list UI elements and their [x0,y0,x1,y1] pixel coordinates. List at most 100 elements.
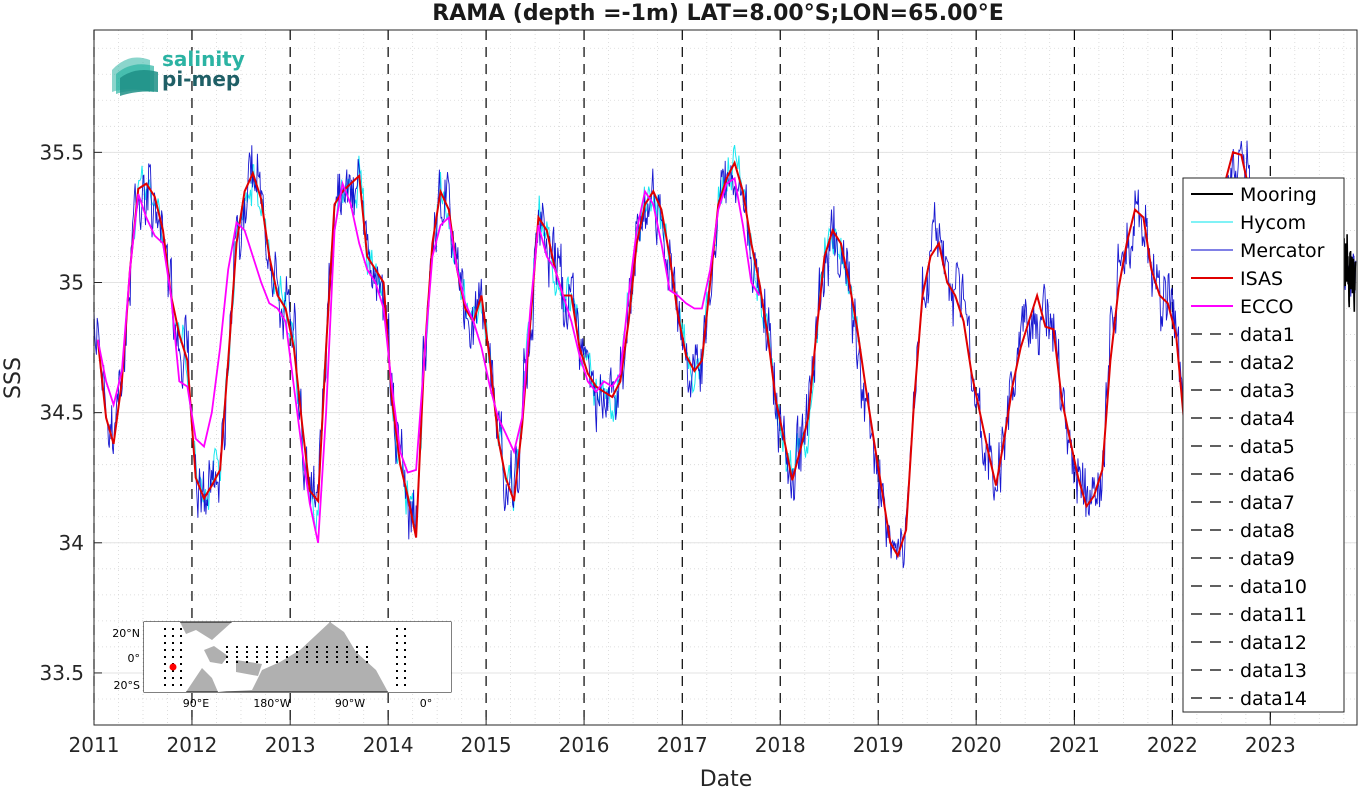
inset-dot [336,651,338,653]
x-tick-label: 2020 [951,733,1002,757]
inset-dot [226,651,228,653]
inset-dot [180,656,182,658]
inset-dot [266,661,268,663]
x-tick-label: 2017 [657,733,708,757]
inset-dot [276,651,278,653]
inset-dot [246,661,248,663]
inset-dot [286,646,288,648]
legend-label: data2 [1240,352,1295,374]
x-tick-label: 2013 [265,733,316,757]
y-axis-ticks: 33.5 34 34.5 35 35.5 [39,140,102,685]
inset-dot [396,684,398,686]
series-isas-line [96,151,1251,559]
inset-dot [316,651,318,653]
legend-label: data8 [1240,520,1295,542]
inset-dot [164,670,166,672]
x-axis-ticks: 2011 2012 2013 2014 2015 2016 2017 2018 2019 2020… [69,717,1296,757]
inset-dot [404,628,406,630]
inset-dot [172,684,174,686]
inset-dot [356,646,358,648]
inset-dot [286,656,288,658]
x-tick-label: 2015 [461,733,512,757]
inset-ytick-20s: 20°S [114,679,140,692]
inset-dot [276,661,278,663]
inset-dot [236,651,238,653]
inset-dot [246,651,248,653]
legend-label: data7 [1240,492,1295,514]
legend: Mooring Hycom Mercator ISAS ECCO data1 data2 da… [1182,177,1345,713]
inset-dot [296,661,298,663]
inset-dot [404,684,406,686]
inset-dot [164,649,166,651]
inset-dot [306,661,308,663]
inset-dot [164,642,166,644]
legend-box [1182,177,1345,713]
legend-label: data3 [1240,380,1295,402]
inset-dot [266,656,268,658]
y-tick-label: 35 [59,270,84,294]
inset-dot [346,646,348,648]
inset-dot [296,656,298,658]
inset-dot [286,651,288,653]
inset-dot [336,661,338,663]
inset-dot [404,642,406,644]
x-tick-label: 2022 [1147,733,1198,757]
inset-world-map: 20°N 0° 20°S 90°E 180°W 90°W 0° [112,621,452,710]
inset-dot [326,656,328,658]
inset-dot [180,684,182,686]
inset-dot [356,651,358,653]
inset-dot [404,656,406,658]
inset-dot [226,656,228,658]
inset-dot [266,651,268,653]
logo-line2: pi-mep [162,67,240,91]
inset-dot [316,661,318,663]
legend-label: data4 [1240,408,1295,430]
inset-dot [164,684,166,686]
inset-dot [404,649,406,651]
legend-label: data6 [1240,464,1295,486]
x-tick-label: 2012 [167,733,218,757]
inset-dot [404,670,406,672]
inset-dot [306,646,308,648]
inset-dot [256,656,258,658]
legend-label: data11 [1240,604,1307,626]
inset-dot [180,677,182,679]
inset-dot [404,677,406,679]
chart-title: RAMA (depth =-1m) LAT=8.00°S;LON=65.00°E [432,1,1003,26]
inset-dot [306,651,308,653]
x-tick-label: 2023 [1245,733,1296,757]
inset-dot [246,656,248,658]
inset-dot [366,656,368,658]
inset-dot [404,663,406,665]
legend-label: data13 [1240,660,1307,682]
inset-dot [396,628,398,630]
inset-dot [396,649,398,651]
inset-dot [366,646,368,648]
inset-dot [346,651,348,653]
inset-xtick-180w: 180°W [253,697,290,710]
x-tick-label: 2011 [69,733,120,757]
legend-label: Hycom [1240,212,1306,234]
inset-dot [180,663,182,665]
legend-label: data5 [1240,436,1295,458]
inset-dot [226,661,228,663]
inset-dot [172,628,174,630]
inset-dot [336,656,338,658]
inset-dot [326,651,328,653]
inset-dot [236,661,238,663]
inset-dot [180,642,182,644]
inset-dot [266,646,268,648]
x-axis-label: Date [700,767,753,790]
inset-dot [396,642,398,644]
legend-label: data12 [1240,632,1307,654]
inset-dot [226,646,228,648]
inset-dot [326,646,328,648]
x-tick-label: 2016 [559,733,610,757]
series-layer [93,140,1357,569]
inset-dot [336,646,338,648]
inset-station-marker [169,663,177,671]
y-tick-label: 33.5 [39,661,84,685]
plot-area [94,30,1357,725]
inset-dot [356,656,358,658]
